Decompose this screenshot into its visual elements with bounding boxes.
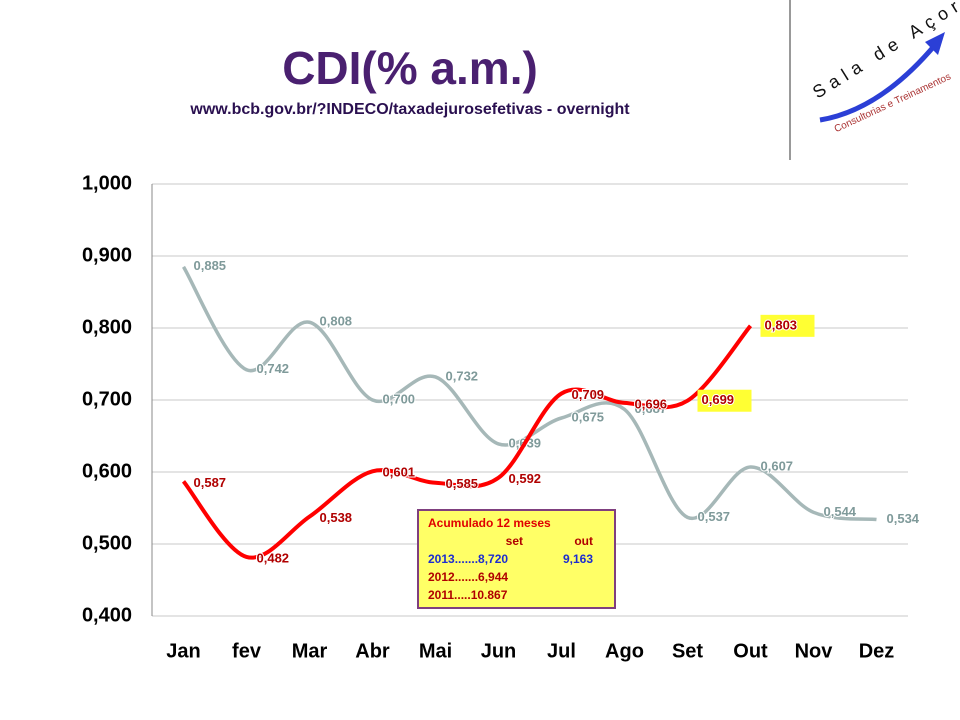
x-tick-label: Abr bbox=[355, 640, 390, 662]
x-tick-label: Out bbox=[733, 640, 768, 662]
data-label: 0,537 bbox=[698, 509, 731, 524]
y-tick-label: 0,700 bbox=[82, 388, 132, 410]
logo-arrowhead bbox=[925, 32, 945, 55]
data-label: 0,482 bbox=[257, 550, 290, 565]
data-label: 0,709 bbox=[572, 387, 605, 402]
data-label: 0,585 bbox=[446, 476, 479, 491]
x-tick-label: Mai bbox=[419, 640, 452, 662]
data-label: 0,534 bbox=[887, 511, 920, 526]
data-label: 0,742 bbox=[257, 361, 290, 376]
data-label: 0,587 bbox=[194, 475, 227, 490]
x-tick-label: Jun bbox=[481, 640, 517, 662]
y-tick-label: 0,600 bbox=[82, 460, 132, 482]
x-tick-label: Ago bbox=[605, 640, 644, 662]
data-label: 0,700 bbox=[383, 391, 416, 406]
series-line bbox=[182, 265, 877, 522]
annotation-column: set bbox=[506, 534, 523, 548]
data-label: 0,885 bbox=[194, 258, 227, 273]
label-highlight bbox=[760, 314, 815, 337]
annotation-column: out bbox=[574, 534, 593, 548]
data-label: 0,607 bbox=[761, 458, 794, 473]
y-tick-label: 0,900 bbox=[82, 244, 132, 266]
annotation-title: Acumulado 12 meses bbox=[428, 516, 551, 530]
annotation-cell: 9,163 bbox=[563, 552, 593, 566]
y-tick-label: 1,000 bbox=[82, 172, 132, 194]
data-label: 0,808 bbox=[320, 314, 353, 329]
annotation-box bbox=[417, 509, 616, 609]
annotation-cell: 2013.......8,720 bbox=[428, 552, 508, 566]
data-label: 0,732 bbox=[446, 368, 479, 383]
chart-subtitle: www.bcb.gov.br/?INDECO/taxadejurosefetiv… bbox=[189, 101, 630, 118]
annotation-cell: 2011.....10.867 bbox=[428, 588, 508, 602]
x-tick-label: Set bbox=[672, 640, 703, 662]
series-line bbox=[181, 324, 753, 560]
x-tick-label: Dez bbox=[859, 640, 895, 662]
annotation-cell: 2012.......6,944 bbox=[428, 570, 508, 584]
y-tick-label: 0,400 bbox=[82, 604, 132, 626]
x-tick-label: Mar bbox=[292, 640, 328, 662]
x-tick-label: Jul bbox=[547, 640, 576, 662]
logo-arrow bbox=[819, 43, 937, 123]
data-label: 0,601 bbox=[383, 465, 416, 480]
data-label: 0,699 bbox=[702, 392, 735, 407]
data-label: 0,696 bbox=[635, 396, 668, 411]
x-tick-label: fev bbox=[232, 640, 262, 662]
data-label: 0,544 bbox=[824, 504, 857, 519]
x-tick-label: Nov bbox=[795, 640, 834, 662]
y-tick-label: 0,800 bbox=[82, 316, 132, 338]
data-label: 0,675 bbox=[572, 409, 605, 424]
chart-title: CDI(% a.m.) bbox=[282, 42, 538, 94]
data-label: 0,592 bbox=[509, 471, 542, 486]
x-tick-label: Jan bbox=[166, 640, 200, 662]
label-highlight bbox=[697, 389, 752, 412]
data-label: 0,803 bbox=[765, 317, 798, 332]
y-tick-label: 0,500 bbox=[82, 532, 132, 554]
data-label: 0,538 bbox=[320, 510, 353, 525]
